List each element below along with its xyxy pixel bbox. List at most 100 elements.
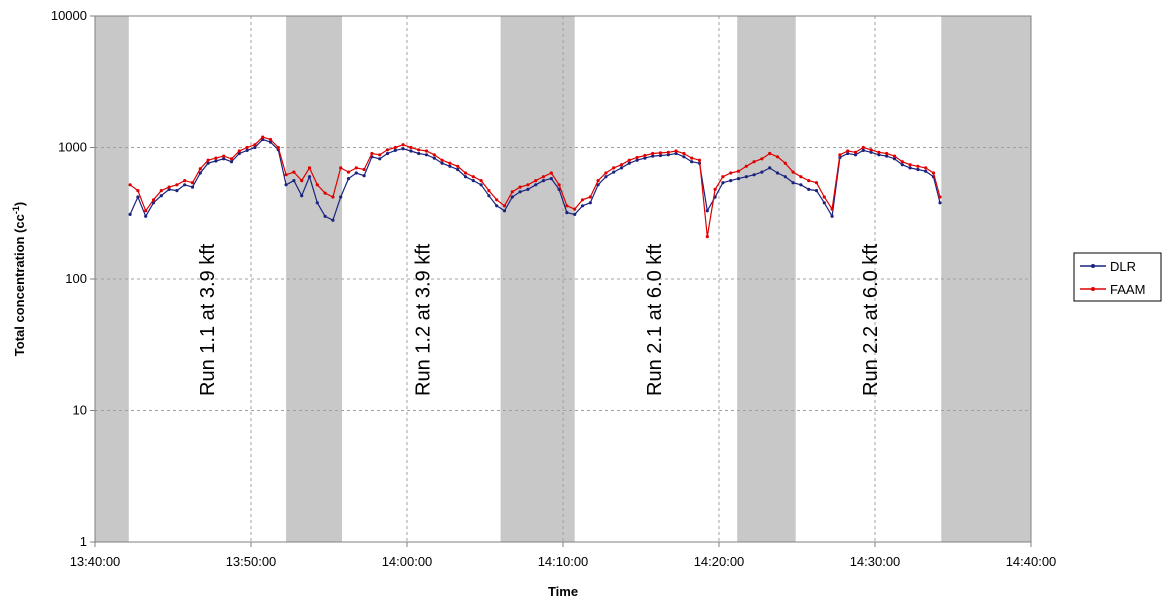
x-tick-label: 14:40:00 bbox=[1006, 554, 1057, 569]
data-point-faam bbox=[705, 235, 709, 239]
data-point-dlr bbox=[362, 174, 366, 178]
data-point-faam bbox=[206, 158, 210, 162]
data-point-dlr bbox=[409, 149, 413, 153]
data-point-faam bbox=[838, 153, 842, 157]
shaded-period-3 bbox=[500, 16, 575, 542]
data-point-dlr bbox=[292, 179, 296, 183]
data-point-faam bbox=[510, 190, 514, 194]
data-point-dlr bbox=[877, 153, 881, 157]
data-point-faam bbox=[346, 170, 351, 174]
data-point-dlr bbox=[580, 204, 585, 208]
data-point-dlr bbox=[268, 140, 273, 144]
data-point-dlr bbox=[635, 158, 639, 162]
data-point-faam bbox=[456, 164, 460, 168]
data-point-dlr bbox=[417, 151, 421, 156]
data-point-dlr bbox=[588, 201, 592, 205]
data-point-faam bbox=[245, 145, 249, 150]
run-label-2: Run 1.2 at 3.9 kft bbox=[413, 243, 435, 396]
data-point-dlr bbox=[814, 189, 819, 193]
data-point-faam bbox=[128, 183, 132, 187]
data-point-dlr bbox=[541, 179, 546, 183]
data-point-dlr bbox=[534, 183, 538, 187]
data-point-dlr bbox=[222, 157, 226, 161]
data-point-dlr bbox=[690, 160, 694, 164]
data-point-dlr bbox=[674, 151, 678, 156]
data-point-faam bbox=[495, 198, 499, 202]
data-point-faam bbox=[229, 157, 234, 161]
data-point-faam bbox=[674, 149, 678, 153]
data-point-faam bbox=[721, 175, 725, 179]
data-point-dlr bbox=[612, 170, 616, 174]
legend-label-dlr: DLR bbox=[1110, 259, 1136, 274]
data-point-faam bbox=[307, 166, 312, 170]
data-point-faam bbox=[323, 191, 327, 195]
data-point-dlr bbox=[799, 183, 803, 187]
x-tick-label: 14:30:00 bbox=[850, 554, 901, 569]
data-point-dlr bbox=[401, 147, 405, 151]
data-point-dlr bbox=[284, 183, 288, 187]
data-point-dlr bbox=[853, 153, 858, 157]
y-tick-label: 10 bbox=[73, 403, 87, 418]
data-point-dlr bbox=[916, 167, 920, 172]
y-axis-title: Total concentration (cc-1) bbox=[11, 202, 27, 356]
data-point-faam bbox=[502, 204, 507, 208]
shaded-periods bbox=[95, 16, 1031, 542]
data-point-dlr bbox=[736, 177, 741, 181]
data-point-faam bbox=[924, 166, 928, 170]
legend-marker-faam bbox=[1091, 287, 1095, 291]
data-point-faam bbox=[752, 160, 756, 164]
data-point-faam bbox=[635, 155, 639, 160]
data-point-faam bbox=[261, 135, 265, 139]
shaded-period-5 bbox=[941, 16, 1031, 542]
data-point-dlr bbox=[869, 150, 873, 154]
x-tick-label: 14:00:00 bbox=[382, 554, 433, 569]
data-point-faam bbox=[432, 153, 436, 157]
data-point-faam bbox=[596, 179, 600, 183]
data-point-dlr bbox=[128, 212, 132, 216]
data-point-faam bbox=[370, 151, 374, 156]
data-point-faam bbox=[573, 207, 577, 211]
data-point-faam bbox=[565, 204, 569, 208]
data-point-faam bbox=[885, 151, 889, 156]
data-point-faam bbox=[799, 175, 803, 179]
data-point-faam bbox=[877, 150, 881, 154]
legend-marker-dlr bbox=[1091, 264, 1095, 268]
x-tick-label: 14:10:00 bbox=[538, 554, 589, 569]
data-point-faam bbox=[643, 153, 647, 158]
data-point-dlr bbox=[198, 171, 202, 175]
data-point-faam bbox=[151, 198, 156, 202]
data-point-faam bbox=[783, 161, 787, 165]
data-point-dlr bbox=[658, 153, 663, 158]
data-point-faam bbox=[378, 153, 382, 157]
data-point-faam bbox=[744, 164, 748, 168]
legend: DLR FAAM bbox=[1073, 252, 1162, 302]
x-tick-label: 13:40:00 bbox=[70, 554, 121, 569]
data-point-dlr bbox=[924, 169, 928, 173]
data-point-dlr bbox=[885, 154, 889, 158]
data-point-faam bbox=[908, 163, 912, 167]
data-point-dlr bbox=[760, 170, 764, 174]
data-point-faam bbox=[253, 143, 257, 147]
legend-label-faam: FAAM bbox=[1110, 282, 1145, 297]
run-label-4: Run 2.2 at 6.0 kft bbox=[860, 243, 882, 396]
data-point-dlr bbox=[346, 177, 351, 181]
y-axis-title-close: ) bbox=[12, 202, 27, 206]
data-point-dlr bbox=[938, 201, 942, 205]
data-point-faam bbox=[331, 195, 335, 199]
data-point-dlr bbox=[331, 218, 335, 222]
data-point-faam bbox=[487, 189, 491, 193]
data-point-faam bbox=[846, 149, 850, 153]
data-point-faam bbox=[822, 195, 826, 199]
data-point-faam bbox=[651, 151, 655, 156]
data-point-dlr bbox=[682, 155, 686, 159]
data-point-faam bbox=[292, 170, 296, 174]
data-point-faam bbox=[144, 209, 148, 213]
data-point-dlr bbox=[385, 151, 390, 156]
run-label-1: Run 1.1 at 3.9 kft bbox=[197, 243, 219, 396]
x-tick-label: 13:50:00 bbox=[226, 554, 277, 569]
data-point-dlr bbox=[495, 204, 499, 208]
data-point-faam bbox=[807, 179, 811, 183]
data-point-faam bbox=[760, 157, 764, 161]
data-point-dlr bbox=[167, 187, 171, 191]
data-point-dlr bbox=[253, 145, 257, 150]
